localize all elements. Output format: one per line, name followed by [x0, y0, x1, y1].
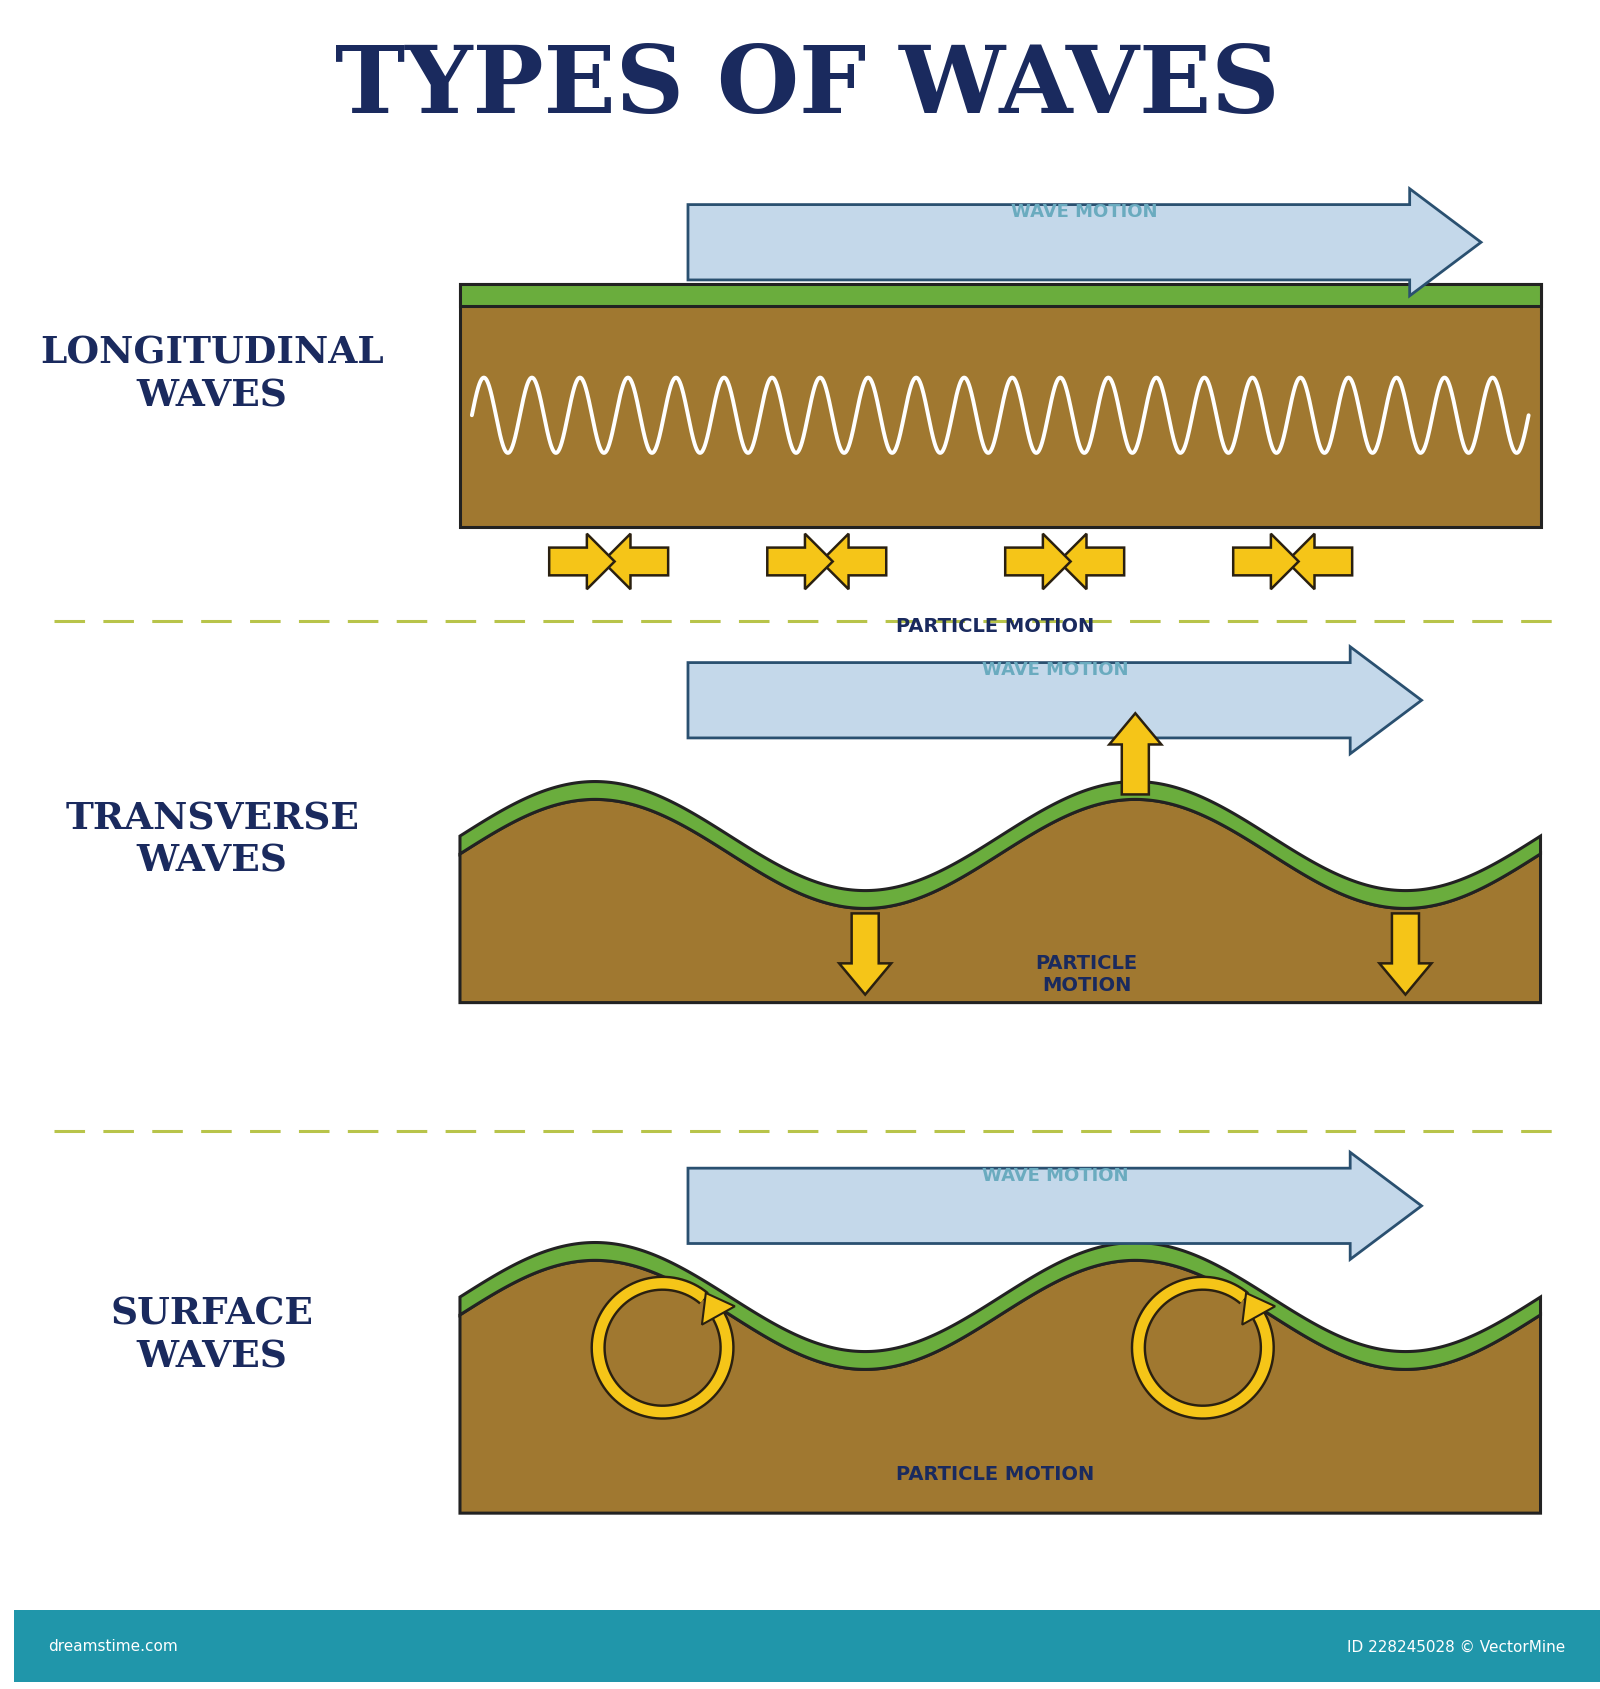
Polygon shape [688, 189, 1482, 297]
Polygon shape [821, 534, 886, 589]
Polygon shape [603, 534, 669, 589]
Polygon shape [768, 534, 832, 589]
Text: PARTICLE
MOTION: PARTICLE MOTION [1035, 954, 1138, 995]
Bar [459, 285, 1541, 527]
Polygon shape [1005, 534, 1070, 589]
Text: WAVE MOTION: WAVE MOTION [981, 660, 1128, 679]
Polygon shape [459, 1260, 1541, 1513]
Text: TYPES OF WAVES: TYPES OF WAVES [334, 42, 1278, 132]
Bar [14, 1610, 1600, 1682]
Polygon shape [549, 534, 614, 589]
Text: dreamstime.com: dreamstime.com [48, 1638, 178, 1654]
Text: LONGITUDINAL
WAVES: LONGITUDINAL WAVES [40, 334, 384, 414]
Text: WAVE MOTION: WAVE MOTION [1011, 203, 1158, 221]
Polygon shape [459, 1243, 1541, 1370]
Polygon shape [1379, 914, 1432, 995]
Text: PARTICLE MOTION: PARTICLE MOTION [896, 616, 1094, 635]
Text: TRANSVERSE
WAVES: TRANSVERSE WAVES [66, 799, 358, 880]
Polygon shape [688, 647, 1421, 755]
Text: ID 228245028 © VectorMine: ID 228245028 © VectorMine [1347, 1638, 1565, 1654]
Polygon shape [459, 782, 1541, 909]
Polygon shape [459, 801, 1541, 1003]
Polygon shape [1109, 714, 1162, 796]
Polygon shape [1059, 534, 1125, 589]
Polygon shape [702, 1294, 734, 1324]
Polygon shape [1286, 534, 1352, 589]
Text: PARTICLE MOTION: PARTICLE MOTION [896, 1464, 1094, 1483]
Polygon shape [838, 914, 891, 995]
Text: WAVE MOTION: WAVE MOTION [981, 1167, 1128, 1184]
Polygon shape [1242, 1294, 1275, 1324]
Text: SURFACE
WAVES: SURFACE WAVES [110, 1295, 314, 1375]
Polygon shape [1234, 534, 1299, 589]
Bar [459, 285, 1541, 306]
Polygon shape [688, 1152, 1421, 1260]
